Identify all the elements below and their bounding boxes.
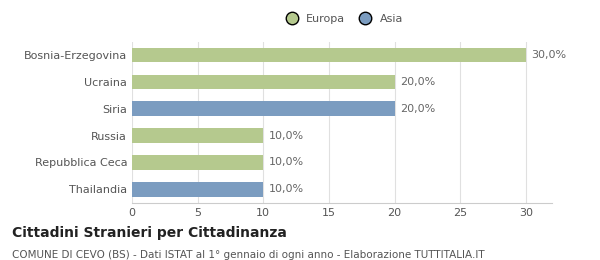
Text: 20,0%: 20,0% bbox=[400, 104, 435, 114]
Text: 10,0%: 10,0% bbox=[269, 158, 304, 167]
Text: COMUNE DI CEVO (BS) - Dati ISTAT al 1° gennaio di ogni anno - Elaborazione TUTTI: COMUNE DI CEVO (BS) - Dati ISTAT al 1° g… bbox=[12, 250, 485, 259]
Bar bbox=[132, 155, 263, 170]
Text: 10,0%: 10,0% bbox=[269, 131, 304, 141]
Bar bbox=[132, 48, 526, 62]
Bar bbox=[132, 101, 395, 116]
Bar bbox=[132, 182, 263, 197]
Legend: Europa, Asia: Europa, Asia bbox=[277, 9, 407, 28]
Text: 30,0%: 30,0% bbox=[531, 50, 566, 60]
Text: 10,0%: 10,0% bbox=[269, 184, 304, 194]
Bar bbox=[132, 128, 263, 143]
Bar bbox=[132, 75, 395, 89]
Text: Cittadini Stranieri per Cittadinanza: Cittadini Stranieri per Cittadinanza bbox=[12, 226, 287, 240]
Text: 20,0%: 20,0% bbox=[400, 77, 435, 87]
